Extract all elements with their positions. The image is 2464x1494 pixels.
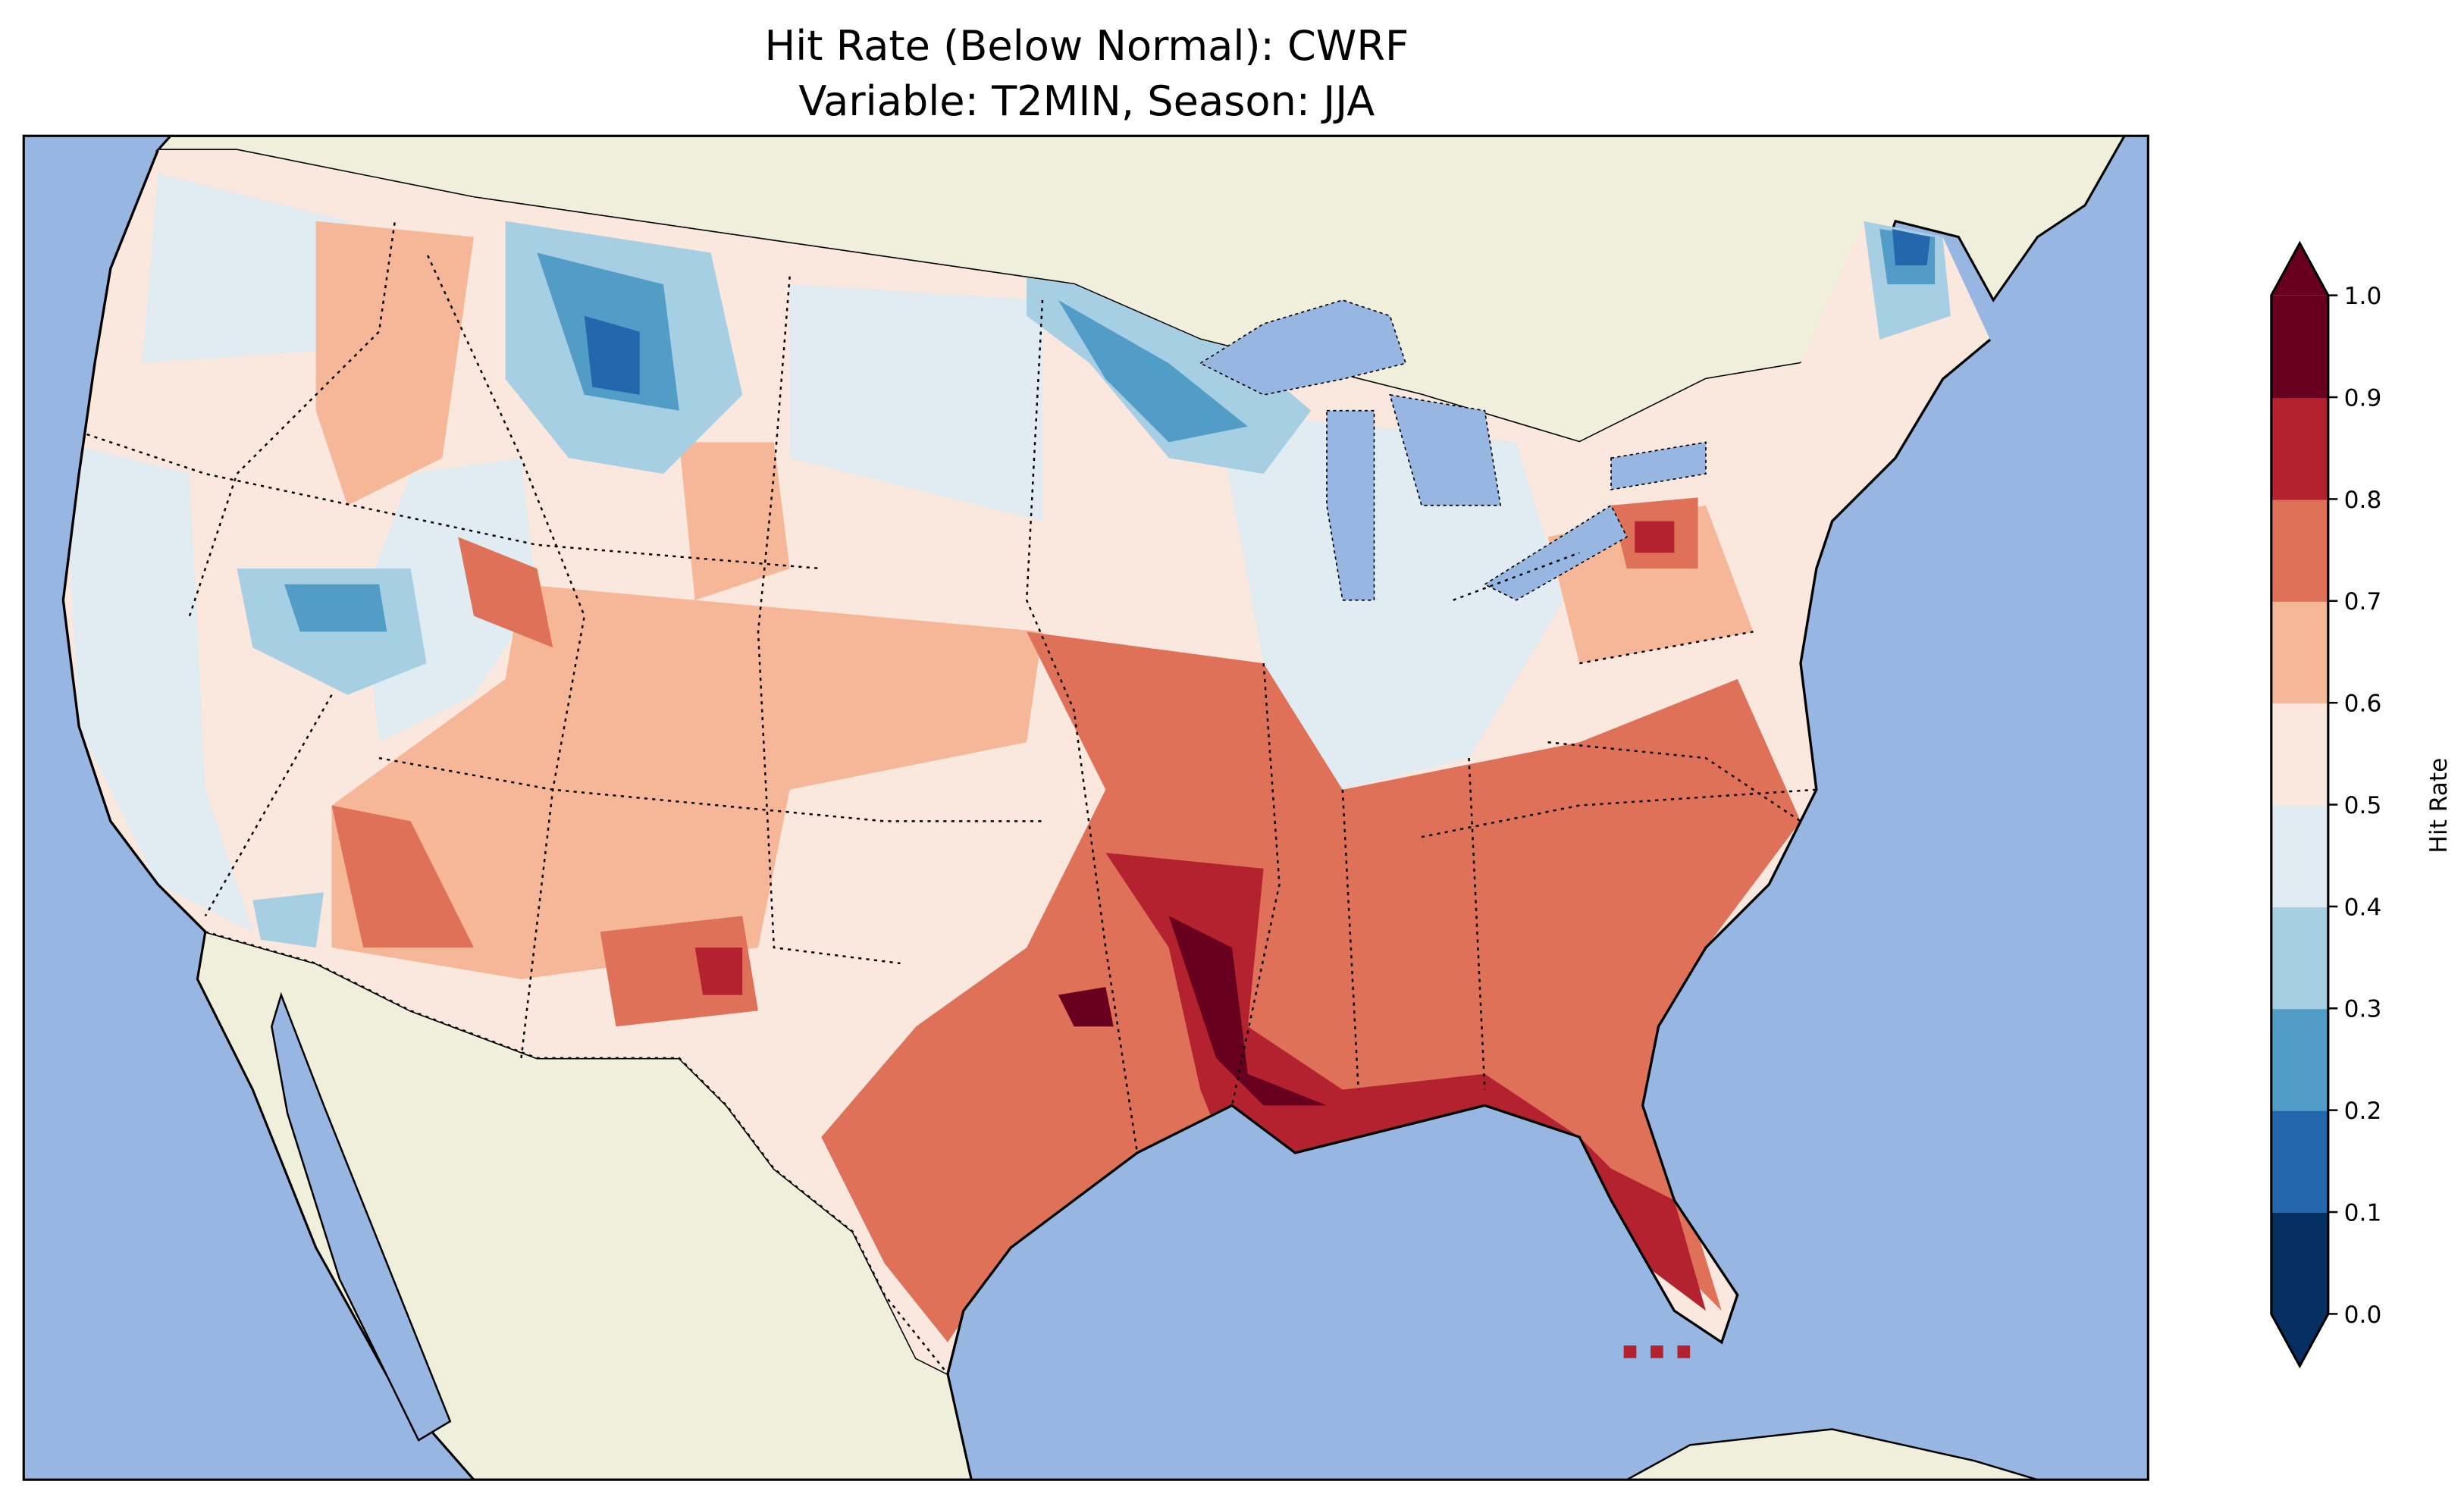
lake-ontario: [1610, 441, 1707, 490]
colorbar-segment: [2271, 1212, 2328, 1315]
gulf-of-california: [271, 991, 452, 1442]
colorbar-tick-label: 1.0: [2344, 283, 2382, 310]
colorbar-segment: [2271, 499, 2328, 602]
lake-michigan: [1326, 409, 1375, 601]
colorbar-tick-label: 0.9: [2344, 385, 2382, 412]
colorbar-extend-max: [2271, 243, 2328, 296]
title-line-2: Variable: T2MIN, Season: JJA: [798, 77, 1375, 125]
map-frame: [22, 134, 2149, 1481]
colorbar-tick-label: 0.2: [2344, 1098, 2382, 1125]
colorbar-segment: [2271, 804, 2328, 907]
colorbar: 0.0 0.1 0.2 0.3 0.4 0.5 0.6 0.7 0.8 0.9 1.0: [2270, 240, 2382, 1369]
colorbar-segment: [2271, 1110, 2328, 1214]
colorbar-tick-label: 0.6: [2344, 691, 2382, 718]
state-borders: [86, 221, 1817, 1154]
map: [24, 136, 2149, 1480]
lake-superior: [1199, 299, 1407, 396]
colorbar-tick-label: 0.4: [2344, 894, 2382, 921]
cuba-land: [1626, 1428, 2038, 1480]
florida-keys: [1623, 1345, 1691, 1358]
lake-huron: [1389, 393, 1502, 506]
colorbar-tick-label: 0.8: [2344, 487, 2382, 514]
colorbar-tick-label: 0.0: [2344, 1301, 2382, 1329]
colorbar-segment: [2271, 295, 2328, 399]
title-line-1: Hit Rate (Below Normal): CWRF: [765, 22, 1409, 70]
great-lakes: [1199, 299, 1707, 601]
colorbar-extend-min: [2271, 1314, 2328, 1367]
colorbar-tick-label: 0.3: [2344, 996, 2382, 1023]
lake-erie: [1483, 504, 1628, 601]
colorbar-tick-label: 0.7: [2344, 588, 2382, 615]
colorbar-segment: [2271, 397, 2328, 500]
us-coastline: [61, 149, 1992, 1374]
colorbar-tick-label: 0.5: [2344, 792, 2382, 819]
colorbar-segment: [2271, 600, 2328, 704]
colorbar-segment: [2271, 703, 2328, 806]
colorbar-tick-label: 0.1: [2344, 1200, 2382, 1227]
colorbar-label: Hit Rate: [2425, 758, 2453, 853]
colorbar-segment: [2271, 906, 2328, 1010]
colorbar-segment: [2271, 1008, 2328, 1111]
us-borders: [205, 931, 948, 1375]
